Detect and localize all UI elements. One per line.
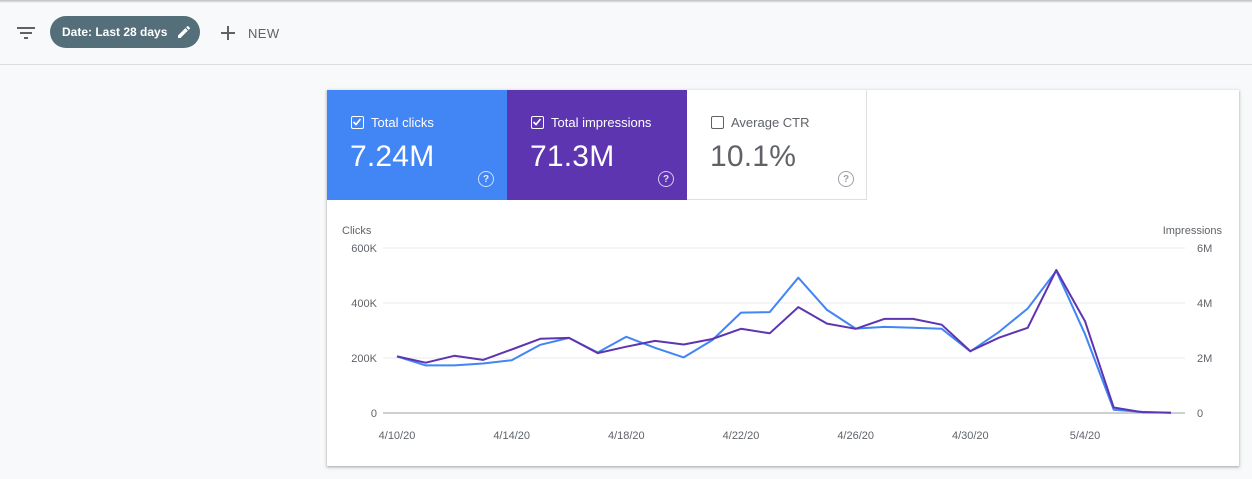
date-filter-label: Date: Last 28 days [62,25,168,39]
x-tick-label: 4/22/20 [723,430,760,442]
series-line-total-impressions [396,269,1172,414]
y-tick-label-right: 0 [1197,408,1203,420]
new-filter-button[interactable]: NEW [218,20,280,46]
metric-value: 7.24M [350,140,435,173]
left-axis-title: Clicks [342,225,372,237]
y-tick-label-right: 2M [1197,353,1212,365]
metric-tile-header: Total clicks [351,115,434,130]
checkbox-checked-icon[interactable] [351,116,364,129]
x-tick-label: 4/26/20 [837,430,874,442]
metric-label: Average CTR [731,115,810,130]
y-tick-label-left: 0 [371,408,377,420]
x-tick-label: 4/14/20 [493,430,530,442]
y-tick-label-right: 6M [1197,243,1212,255]
metric-tile-average-ctr[interactable]: Average CTR 10.1% ? [687,90,867,200]
right-axis-title: Impressions [1163,225,1223,237]
y-tick-label-left: 600K [351,243,377,255]
date-filter-chip[interactable]: Date: Last 28 days [50,16,200,48]
new-filter-label: NEW [248,25,280,41]
performance-line-chart: 0 200K 400K 600K 0 2M 4M 6M Clicks Impressions 4/1… [342,225,1223,442]
y-tick-label-left: 400K [351,298,377,310]
metric-tile-total-clicks[interactable]: Total clicks 7.24M ? [327,90,507,200]
filter-list-icon[interactable] [14,21,38,45]
metric-tile-header: Total impressions [531,115,651,130]
x-tick-label: 4/18/20 [608,430,645,442]
x-tick-label: 4/30/20 [952,430,989,442]
pencil-icon[interactable] [176,24,192,40]
metric-tile-header: Average CTR [711,115,810,130]
plus-icon [218,23,238,43]
metric-value: 10.1% [710,140,797,173]
x-tick-label: 4/10/20 [379,430,416,442]
checkbox-checked-icon[interactable] [531,116,544,129]
help-icon[interactable]: ? [658,171,674,187]
metric-tile-total-impressions[interactable]: Total impressions 71.3M ? [507,90,687,200]
series-line-total-clicks [396,269,1172,414]
metric-label: Total impressions [551,115,652,130]
x-tick-label: 5/4/20 [1070,430,1101,442]
top-shadow [0,0,1252,3]
help-icon[interactable]: ? [478,171,494,187]
help-icon[interactable]: ? [838,171,854,187]
checkbox-unchecked-icon[interactable] [711,116,724,129]
performance-card: Total clicks 7.24M ? Total impressions 7… [327,90,1239,466]
y-tick-label-right: 4M [1197,298,1212,310]
y-tick-label-left: 200K [351,353,377,365]
metric-label: Total clicks [371,115,434,130]
metric-value: 71.3M [530,140,615,173]
filter-toolbar: Date: Last 28 days NEW [0,3,1252,65]
